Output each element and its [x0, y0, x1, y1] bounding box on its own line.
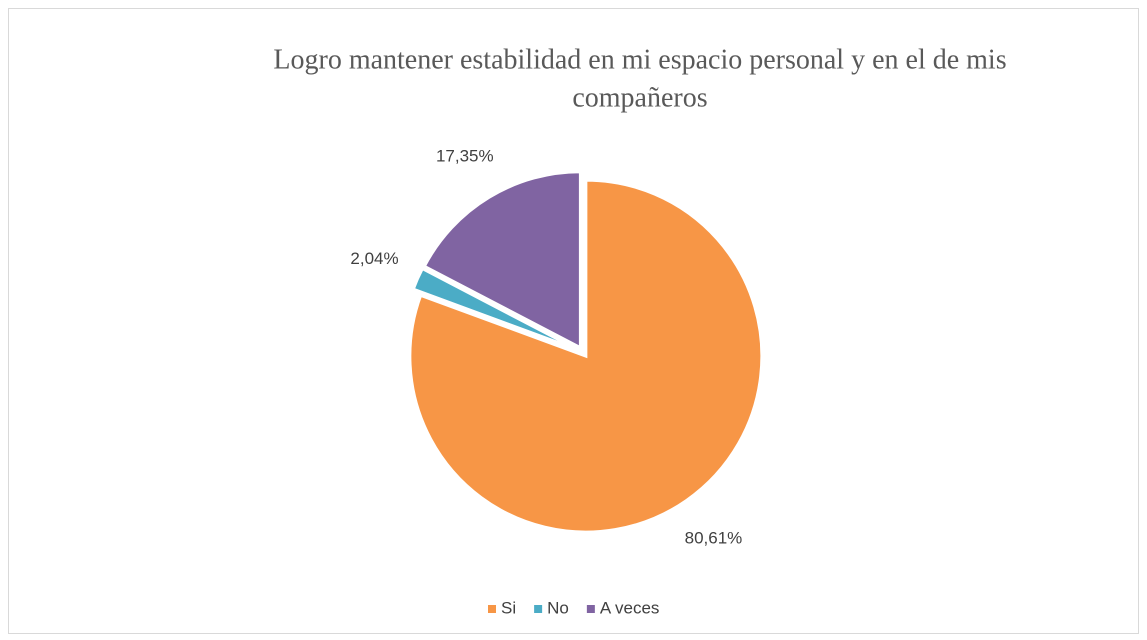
chart-title: Logro mantener estabilidad en mi espacio… — [273, 44, 1006, 75]
legend-label: No — [547, 598, 569, 617]
data-label: 17,35% — [436, 147, 494, 166]
chart-title: compañeros — [572, 82, 707, 113]
legend-swatch — [488, 605, 496, 613]
pie-slice — [411, 266, 580, 352]
legend-label: A veces — [600, 598, 660, 617]
legend-label: Si — [501, 598, 516, 617]
pie-slice — [408, 178, 764, 534]
legend-swatch — [534, 605, 543, 613]
pie-slice — [422, 170, 582, 351]
data-label: 2,04% — [350, 249, 398, 268]
data-label: 80,61% — [685, 528, 743, 547]
legend-swatch — [586, 605, 595, 613]
